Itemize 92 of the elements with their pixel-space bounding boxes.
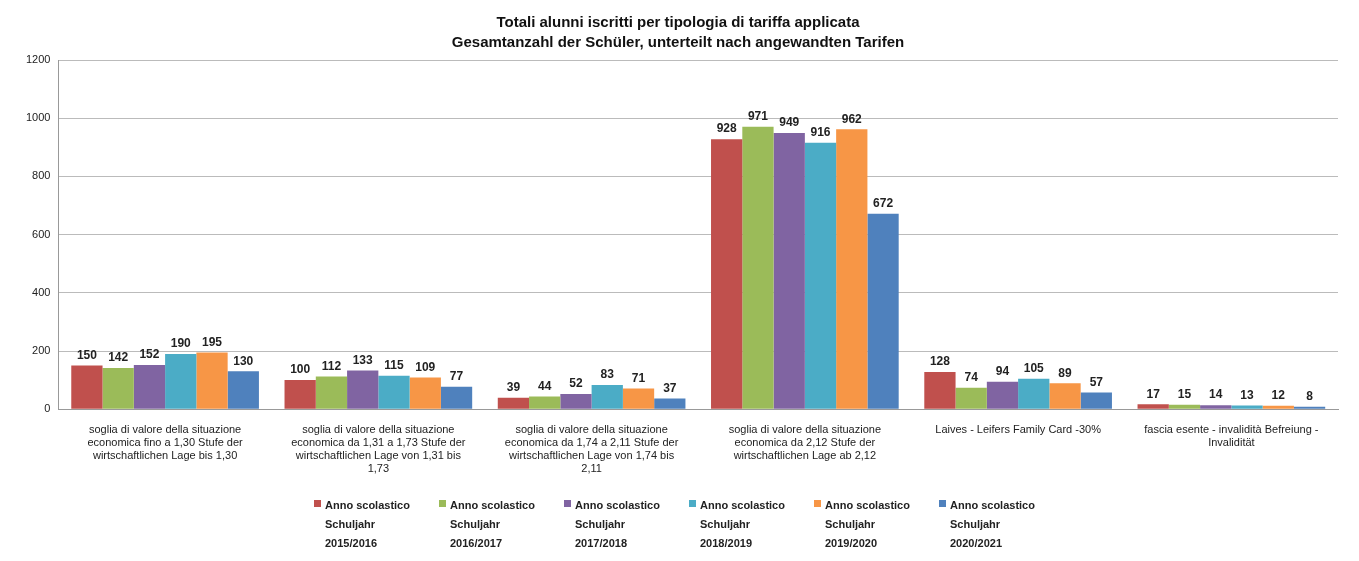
data-label: 115 <box>384 358 404 373</box>
data-label: 916 <box>810 124 831 139</box>
y-tick-label: 400 <box>32 285 51 298</box>
data-label: 949 <box>779 115 800 130</box>
y-tick-label: 1000 <box>25 111 51 124</box>
data-label: 44 <box>538 378 552 393</box>
bar <box>378 375 410 409</box>
bar <box>1231 405 1263 409</box>
bar <box>742 126 774 409</box>
data-label: 94 <box>995 364 1010 379</box>
bar <box>440 386 473 409</box>
data-label: 52 <box>569 376 583 391</box>
bar <box>773 133 805 409</box>
data-label: 89 <box>1058 365 1073 380</box>
bar <box>409 377 441 409</box>
data-label: 77 <box>449 369 464 384</box>
y-tick-label: 1200 <box>25 53 51 66</box>
data-label: 105 <box>1023 360 1045 375</box>
bar <box>315 376 348 409</box>
data-label: 152 <box>139 347 160 362</box>
data-label: 13 <box>1240 387 1255 402</box>
bar <box>102 367 134 409</box>
bar <box>529 396 561 409</box>
bar <box>654 398 686 409</box>
x-tick-label: soglia di valore della situazione economica da 2,12 Stufe der wirtschaftlichen Lage ab 2,12 <box>728 422 881 462</box>
data-label: 109 <box>415 359 436 374</box>
data-label: 39 <box>506 380 521 395</box>
chart-title: Totali alunni iscritti per tipologia di tariffa applicata <box>496 13 861 31</box>
x-tick-label: soglia di valore della situazione economica da 1,74 a 2,11 Stufe der wirtschaftlichen Lage von 1,74 bis 2,11 <box>504 422 679 475</box>
data-label: 17 <box>1146 386 1161 401</box>
bar <box>71 365 103 409</box>
legend-label: Anno scolastico Schuljahr 2017/2018 <box>575 498 661 551</box>
data-label: 8 <box>1306 389 1314 404</box>
data-label: 74 <box>964 369 979 384</box>
data-label: 83 <box>600 367 615 382</box>
bar <box>955 387 987 409</box>
x-tick-label: fascia esente - invalidità Befreiung - Invalidität <box>1144 422 1319 449</box>
bar <box>1080 392 1112 409</box>
x-tick-label: soglia di valore della situazione economica da 1,31 a 1,73 Stufe der wirtschaftlichen Lage von 1,31 bis 1,73 <box>291 422 466 475</box>
bar <box>347 370 379 409</box>
x-tick-label: Laives - Leifers Family Card -30% <box>935 422 1102 435</box>
y-tick-label: 0 <box>44 402 51 415</box>
bar <box>284 380 316 409</box>
data-label: 57 <box>1089 374 1104 389</box>
bar <box>1168 404 1201 409</box>
bar <box>804 142 837 409</box>
bar <box>867 213 899 409</box>
chart-subtitle: Gesamtanzahl der Schüler, unterteilt nach angewandten Tarifen <box>451 33 905 51</box>
data-label: 928 <box>716 121 737 136</box>
bar <box>165 353 197 409</box>
bar <box>196 352 228 409</box>
data-label: 190 <box>170 336 192 351</box>
data-label: 112 <box>321 358 342 373</box>
data-label: 71 <box>631 370 646 385</box>
bar <box>1018 378 1050 409</box>
bar <box>711 139 743 409</box>
data-label: 12 <box>1271 388 1286 403</box>
bar <box>1200 405 1232 409</box>
bar <box>836 129 868 409</box>
bar <box>560 394 592 409</box>
y-tick-label: 200 <box>32 344 51 357</box>
bar <box>622 388 655 409</box>
data-label: 15 <box>1177 387 1192 402</box>
data-label: 150 <box>76 347 98 362</box>
bar <box>497 397 530 409</box>
legend-label: Anno scolastico Schuljahr 2018/2019 <box>700 498 786 551</box>
y-tick-label: 800 <box>32 169 51 182</box>
data-label: 195 <box>202 334 223 349</box>
data-label: 142 <box>108 350 129 365</box>
bar <box>1262 405 1294 409</box>
data-label: 133 <box>352 352 374 367</box>
y-tick-label: 600 <box>32 227 51 240</box>
data-label: 100 <box>290 362 311 377</box>
data-label: 128 <box>929 354 951 369</box>
data-label: 14 <box>1209 387 1223 402</box>
bar <box>227 371 259 409</box>
data-label: 672 <box>873 195 894 210</box>
data-label: 130 <box>233 353 254 368</box>
bar <box>591 385 623 409</box>
legend-label: Anno scolastico Schuljahr 2016/2017 <box>450 498 536 551</box>
bar <box>986 381 1019 409</box>
legend-label: Anno scolastico Schuljahr 2015/2016 <box>325 498 411 551</box>
bar <box>1137 404 1169 409</box>
data-label: 971 <box>747 108 769 123</box>
x-tick-label: soglia di valore della situazione economica fino a 1,30 Stufe der wirtschaftlichen Lage bis 1,30 <box>87 422 244 462</box>
bar <box>924 371 956 409</box>
data-label: 37 <box>663 380 677 395</box>
data-label: 962 <box>841 111 863 126</box>
legend-label: Anno scolastico Schuljahr 2020/2021 <box>950 498 1036 551</box>
bar <box>133 364 166 409</box>
legend-label: Anno scolastico Schuljahr 2019/2020 <box>825 498 911 551</box>
bar <box>1049 383 1081 409</box>
